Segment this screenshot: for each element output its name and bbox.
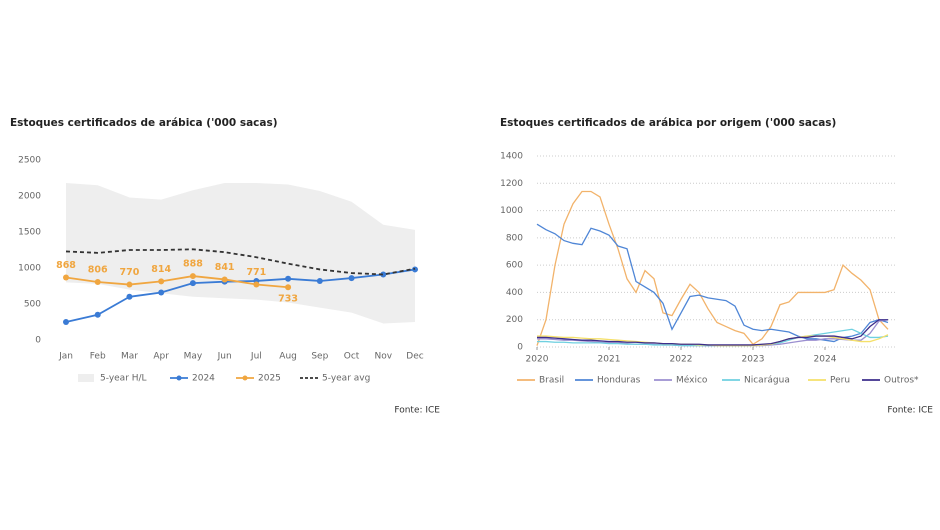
point — [94, 278, 101, 285]
data-label: 888 — [183, 259, 203, 270]
data-label: 841 — [215, 262, 235, 273]
point — [126, 281, 133, 288]
chart-title: Estoques certificados de arábica por ori… — [500, 117, 836, 129]
y-tick-label: 400 — [506, 288, 523, 298]
x-tick-label: 2021 — [598, 355, 621, 365]
x-tick-label: 2020 — [526, 355, 549, 365]
y-tick-label: 1200 — [500, 179, 523, 189]
point — [63, 274, 69, 281]
range-band — [66, 183, 415, 324]
point — [348, 275, 355, 282]
x-tick-label: Feb — [90, 352, 106, 362]
x-tick-label: 2022 — [670, 355, 693, 365]
legend-marker — [176, 375, 182, 381]
series-line — [65, 275, 289, 289]
legend-label: 5-year H/L — [100, 374, 147, 384]
data-label: 806 — [88, 264, 108, 275]
point — [380, 271, 387, 278]
point — [253, 281, 260, 288]
data-label: 814 — [151, 264, 171, 275]
point — [285, 284, 292, 291]
x-tick-label: Nov — [374, 352, 392, 362]
y-tick-label: 600 — [506, 261, 523, 271]
x-tick-label: 2023 — [742, 355, 765, 365]
y-tick-label: 1000 — [500, 206, 523, 216]
legend-label: Peru — [830, 376, 850, 386]
point — [158, 278, 165, 285]
y-tick-label: 800 — [506, 233, 523, 243]
legend-swatch — [78, 374, 94, 382]
y-tick-label: 500 — [24, 300, 41, 310]
data-label: 733 — [278, 294, 298, 305]
point — [126, 293, 133, 300]
x-tick-label: Aug — [279, 352, 297, 362]
y-tick-label: 0 — [517, 343, 523, 353]
series-line — [537, 319, 888, 346]
y-tick-label: 2500 — [18, 156, 41, 166]
point — [221, 276, 228, 283]
series-line — [536, 190, 889, 346]
x-tick-label: Apr — [153, 352, 169, 362]
legend-label: México — [676, 375, 708, 386]
x-tick-label: Mar — [121, 352, 138, 362]
point — [158, 289, 165, 296]
legend-label: 2025 — [258, 374, 281, 384]
x-tick-label: May — [184, 352, 203, 362]
source: Fonte: ICE — [887, 406, 933, 416]
legend-marker — [242, 375, 248, 381]
point — [94, 311, 101, 318]
x-tick-label: 2024 — [814, 355, 837, 365]
legend-label: Nicarágua — [744, 376, 790, 386]
y-tick-label: 1000 — [18, 264, 41, 274]
legend-label: Brasil — [539, 376, 564, 386]
data-label: 770 — [120, 267, 140, 278]
source: Fonte: ICE — [394, 406, 440, 416]
x-tick-label: Oct — [344, 352, 360, 362]
y-tick-label: 2000 — [18, 192, 41, 202]
legend-label: Honduras — [597, 376, 641, 386]
data-label: 868 — [56, 260, 76, 271]
legend-label: 2024 — [192, 374, 215, 384]
legend-label: 5-year avg — [322, 374, 370, 384]
point — [189, 280, 196, 287]
point — [63, 319, 69, 325]
point — [189, 273, 196, 280]
y-tick-label: 1400 — [500, 152, 523, 162]
x-tick-label: Jan — [58, 352, 73, 362]
x-tick-label: Dec — [406, 352, 423, 362]
y-tick-label: 0 — [35, 336, 41, 346]
series-line — [536, 223, 889, 343]
chart-title: Estoques certificados de arábica ('000 s… — [10, 117, 278, 129]
series-line — [537, 319, 889, 347]
point — [316, 277, 323, 284]
legend-label: Outros* — [884, 376, 919, 386]
x-tick-label: Sep — [311, 352, 328, 362]
x-tick-label: Jul — [250, 352, 262, 362]
y-tick-label: 1500 — [18, 228, 41, 238]
series-line — [65, 248, 416, 276]
point — [285, 275, 292, 282]
y-tick-label: 200 — [506, 315, 523, 325]
data-label: 771 — [246, 267, 266, 278]
x-tick-label: Jun — [217, 352, 232, 362]
